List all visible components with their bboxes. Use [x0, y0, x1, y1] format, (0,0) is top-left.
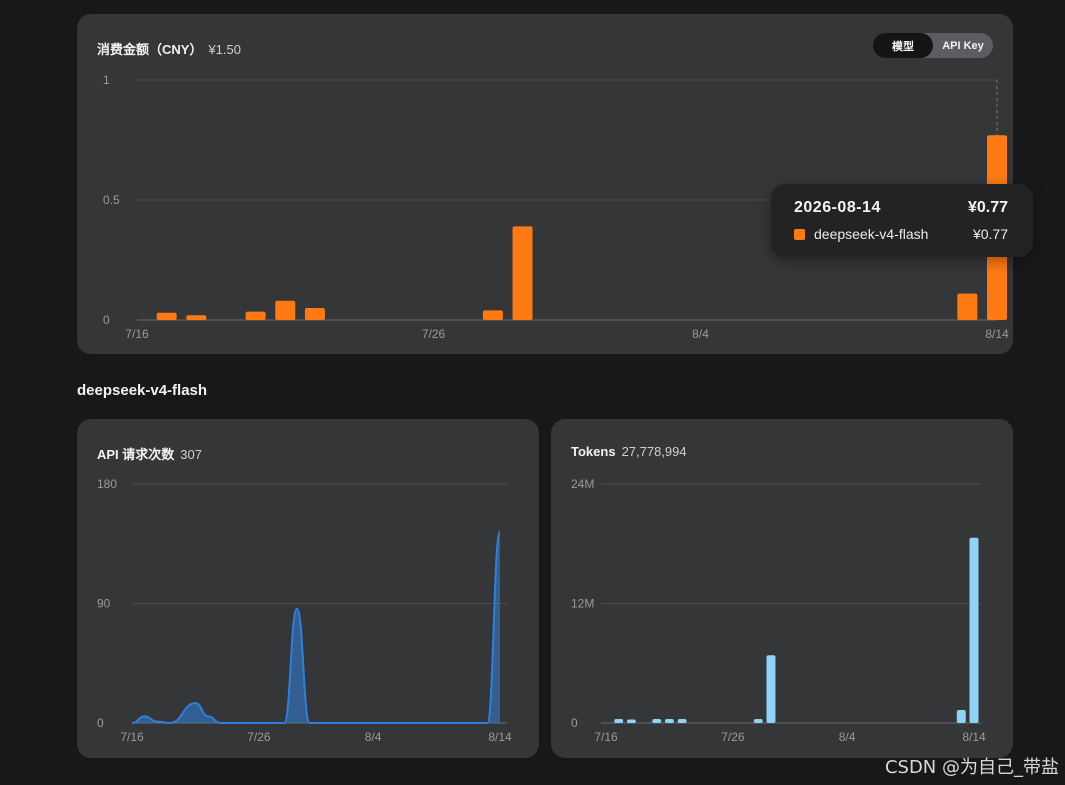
- model-section-title: deepseek-v4-flash: [77, 382, 208, 399]
- bar-2026-07-20: [245, 311, 266, 320]
- toggle-model-option[interactable]: 模型: [873, 33, 933, 58]
- requests-area-chart[interactable]: 0 90 180 7/16 7/26 8/4 8/14: [77, 419, 539, 758]
- bar-2026-07-18: [186, 315, 207, 320]
- tooltip-series-name: deepseek-v4-flash: [814, 226, 929, 242]
- bar-2026-08-14: [969, 537, 979, 723]
- x-tick-label-1: 7/26: [422, 327, 446, 341]
- x-tick-label-2: 8/4: [839, 730, 856, 744]
- bar-2026-07-29: [512, 226, 533, 320]
- x-tick-label-3: 8/14: [962, 730, 986, 744]
- cost-total: ¥1.50: [208, 42, 241, 57]
- tokens-title-label: Tokens: [571, 444, 616, 459]
- bar-2026-07-21: [664, 719, 674, 723]
- x-tick-label-0: 7/16: [594, 730, 618, 744]
- requests-card: API 请求次数 307 0 90 180 7/16 7/26 8/4 8/14: [77, 419, 539, 758]
- x-tick-label-1: 7/26: [247, 730, 271, 744]
- tokens-card: Tokens 27,778,994 0 12M 24M 7/16 7/26 8/4 8/14: [551, 419, 1013, 758]
- bar-2026-07-18: [626, 719, 636, 723]
- y-tick-label-1: 90: [97, 597, 111, 611]
- group-by-toggle[interactable]: 模型 API Key: [873, 33, 993, 58]
- y-tick-label-2: 24M: [571, 477, 594, 491]
- bar-2026-08-13: [956, 710, 966, 723]
- x-tick-label-2: 8/4: [365, 730, 382, 744]
- requests-title-label: API 请求次数: [97, 447, 175, 462]
- tooltip-date: 2026-08-14: [794, 199, 881, 216]
- bar-2026-07-28: [753, 719, 763, 723]
- bar-2026-07-17: [156, 312, 177, 320]
- watermark: CSDN @为自己_带盐: [884, 757, 1059, 778]
- requests-total: 307: [180, 447, 202, 462]
- x-tick-label-0: 7/16: [120, 730, 144, 744]
- y-tick-label-1: 12M: [571, 597, 594, 611]
- requests-card-title: API 请求次数 307: [97, 444, 202, 463]
- x-tick-label-1: 7/26: [721, 730, 745, 744]
- tooltip-total: ¥0.77: [967, 199, 1008, 216]
- x-tick-label-2: 8/4: [692, 327, 709, 341]
- cost-card-title: 消费金额（CNY） ¥1.50: [97, 39, 241, 58]
- tokens-bar-chart[interactable]: 0 12M 24M 7/16 7/26 8/4 8/14: [551, 419, 1013, 758]
- y-tick-label-2: 180: [97, 477, 117, 491]
- y-tick-label-0: 0: [571, 716, 578, 730]
- bar-2026-07-20: [652, 719, 662, 723]
- y-tick-label-0: 0: [103, 313, 110, 327]
- requests-area-fill: [132, 531, 500, 723]
- bar-2026-07-29: [766, 655, 776, 723]
- y-tick-label-1: 0.5: [103, 193, 120, 207]
- tooltip-series-value: ¥0.77: [972, 226, 1008, 242]
- bar-2026-07-22: [304, 308, 325, 320]
- cost-card: 消费金额（CNY） ¥1.50 模型 API Key 0 0.5 1 7/16 7/26 8…: [77, 14, 1033, 354]
- chart-tooltip: 2026-08-14 ¥0.77 deepseek-v4-flash ¥0.77: [771, 184, 1033, 257]
- tokens-card-title: Tokens 27,778,994: [571, 444, 687, 459]
- bar-2026-07-21: [275, 300, 296, 320]
- tokens-total: 27,778,994: [621, 444, 687, 459]
- y-tick-label-0: 0: [97, 716, 104, 730]
- bar-2026-07-17: [614, 719, 624, 723]
- x-tick-label-3: 8/14: [985, 327, 1009, 341]
- x-tick-label-3: 8/14: [488, 730, 512, 744]
- tooltip-series-swatch: [794, 229, 805, 240]
- bar-2026-08-13: [957, 293, 978, 320]
- requests-line: [131, 530, 501, 725]
- x-tick-label-0: 7/16: [125, 327, 149, 341]
- y-tick-label-2: 1: [103, 73, 110, 87]
- bar-2026-07-22: [677, 719, 687, 723]
- cost-title-label: 消费金额（CNY）: [97, 42, 203, 57]
- toggle-api-key-option[interactable]: API Key: [942, 39, 984, 52]
- bar-2026-07-28: [482, 310, 503, 320]
